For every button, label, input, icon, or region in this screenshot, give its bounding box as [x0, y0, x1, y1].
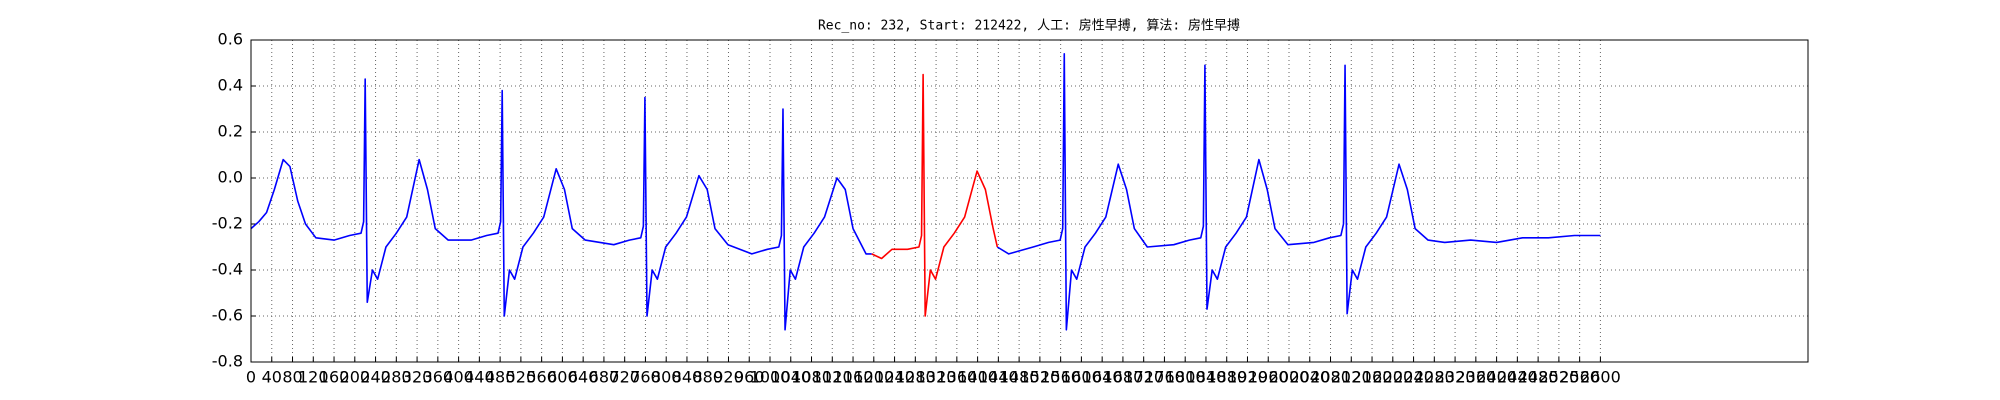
y-tick-label: 0.4: [218, 76, 243, 95]
x-tick-label: 320: [402, 368, 433, 387]
x-tick-label: 1960: [1248, 368, 1289, 387]
y-tick-label: -0.4: [212, 260, 243, 279]
x-tick-label: 2040: [1289, 368, 1330, 387]
x-tick-label: 1440: [978, 368, 1019, 387]
x-tick-label: 1320: [916, 368, 957, 387]
x-tick-label: 80: [282, 368, 302, 387]
x-tick-label: 640: [568, 368, 599, 387]
x-tick-label: 1880: [1206, 368, 1247, 387]
x-tick-label: 360: [423, 368, 454, 387]
x-tick-label: 1080: [791, 368, 832, 387]
x-tick-label: 2200: [1372, 368, 1413, 387]
x-tick-label: 0: [246, 368, 256, 387]
x-tick-label: 600: [547, 368, 578, 387]
x-tick-label: 280: [381, 368, 412, 387]
plot-frame: [250, 39, 1809, 363]
x-tick-label: 1120: [812, 368, 853, 387]
x-tick-label: 1840: [1186, 368, 1227, 387]
x-tick-label: 2480: [1518, 368, 1559, 387]
x-tick-label: 120: [298, 368, 329, 387]
x-tick-label: 1040: [770, 368, 811, 387]
ecg-line: [871, 73, 999, 317]
chart-title: Rec_no: 232, Start: 212422, 人工: 房性早搏, 算法…: [818, 18, 1240, 34]
x-tick-label: 1400: [957, 368, 998, 387]
y-tick-label: 0.2: [218, 122, 243, 141]
x-tick-label: 960: [734, 368, 765, 387]
x-tick-label: 800: [651, 368, 682, 387]
y-tick-label: -0.8: [212, 352, 243, 371]
x-tick-label: 680: [589, 368, 620, 387]
x-tick-label: 1200: [853, 368, 894, 387]
x-tick-label: 1800: [1165, 368, 1206, 387]
x-tick-label: 240: [360, 368, 391, 387]
x-tick-label: 2440: [1497, 368, 1538, 387]
x-tick-label: 2520: [1539, 368, 1580, 387]
x-tick-label: 1000: [750, 368, 791, 387]
x-tick-label: 1520: [1020, 368, 1061, 387]
x-tick-label: 1560: [1040, 368, 1081, 387]
x-tick-label: 1760: [1144, 368, 1185, 387]
x-tick-label: 2160: [1352, 368, 1393, 387]
x-tick-label: 1920: [1227, 368, 1268, 387]
x-tick-label: 1240: [874, 368, 915, 387]
x-tick-label: 1720: [1123, 368, 1164, 387]
x-tick-label: 2560: [1559, 368, 1600, 387]
x-tick-label: 1280: [895, 368, 936, 387]
x-tick-label: 1640: [1082, 368, 1123, 387]
x-tick-label: 2240: [1393, 368, 1434, 387]
x-tick-label: 920: [713, 368, 744, 387]
x-tick-label: 480: [485, 368, 516, 387]
x-tick-label: 720: [609, 368, 640, 387]
x-tick-label: 520: [506, 368, 537, 387]
x-tick-label: 1360: [936, 368, 977, 387]
x-tick-label: 2320: [1435, 368, 1476, 387]
x-tick-label: 40: [262, 368, 282, 387]
x-tick-label: 560: [526, 368, 557, 387]
x-tick-label: 200: [340, 368, 371, 387]
x-tick-label: 400: [443, 368, 474, 387]
x-tick-label: 760: [630, 368, 661, 387]
x-tick-label: 2360: [1455, 368, 1496, 387]
x-tick-label: 2080: [1310, 368, 1351, 387]
x-tick-label: 2280: [1414, 368, 1455, 387]
x-tick-label: 2600: [1580, 368, 1621, 387]
x-tick-label: 2120: [1331, 368, 1372, 387]
y-tick-label: 0.6: [218, 30, 243, 49]
x-tick-label: 2000: [1269, 368, 1310, 387]
x-tick-label: 840: [672, 368, 703, 387]
y-tick-label: -0.6: [212, 306, 243, 325]
x-tick-label: 160: [319, 368, 350, 387]
x-tick-label: 2400: [1476, 368, 1517, 387]
x-tick-label: 1160: [833, 368, 874, 387]
x-tick-label: 880: [692, 368, 723, 387]
x-tick-label: 440: [464, 368, 495, 387]
ecg-line: [250, 53, 1601, 331]
x-tick-label: 1480: [999, 368, 1040, 387]
y-tick-label: -0.2: [212, 214, 243, 233]
x-tick-label: 1600: [1061, 368, 1102, 387]
y-tick-label: 0.0: [218, 168, 243, 187]
x-tick-label: 1680: [1103, 368, 1144, 387]
